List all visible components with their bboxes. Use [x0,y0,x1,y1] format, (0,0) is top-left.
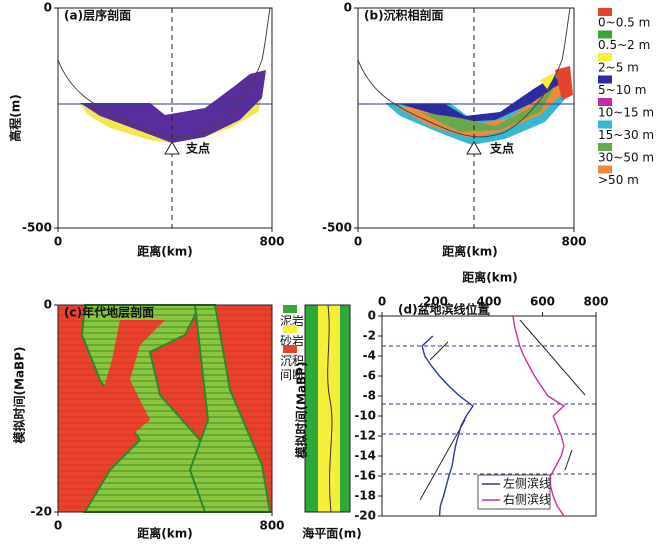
legend-label-box: 泥岩 [280,314,305,328]
legend-swatch [283,305,297,313]
x-tick-label: 0 [378,295,386,309]
y-tick-label: -500 [322,221,352,235]
legend-label: 2~5 m [598,61,639,75]
x-tick-label: 800 [583,295,608,309]
y-axis-label: 模拟时间(MaBP) [294,362,309,459]
legend-label-box: 砂岩 [280,334,305,348]
arrows [419,319,586,501]
annotation: 支点 [185,141,210,156]
y-tick-label: 0 [44,1,52,15]
y-axis-label: 高程(m) [8,94,23,141]
y-axis-label: 模拟时间(MaBP) [12,347,27,444]
legend-label: 砂岩 [280,334,305,348]
shoreline [512,315,566,517]
legend-swatch [598,30,612,39]
plot-frame [304,304,351,513]
legend-swatch [598,120,612,129]
panel-title: (d)盆地滨线位置 [398,302,490,317]
legend-swatch [283,345,297,353]
legend-swatch [598,143,612,151]
x-axis-label: 海平面(m) [302,526,361,541]
x-tick-label: 0 [354,235,362,249]
x-axis-label: 距离(km) [462,270,517,285]
section-b-art [357,7,574,228]
legend-swatch [598,165,612,174]
x-tick-label: 0 [54,235,62,249]
annotation: 支点 [489,141,514,156]
legend-label-box: 沉积间断 [280,354,305,382]
panel-title: (c)年代地层剖面 [64,305,154,320]
y-tick-label: -6 [363,369,376,383]
legend-label: 左侧滨线 [503,476,551,491]
x-tick-label: 800 [259,519,284,533]
section-a-art [57,7,272,228]
y-tick-label: -20 [30,505,52,519]
y-tick-label: -16 [354,469,376,483]
x-tick-label: 0 [54,519,62,533]
y-tick-label: -500 [22,221,52,235]
plot-frame [357,7,575,229]
legend-swatch [598,98,612,106]
panel-title: (b)沉积相剖面 [364,8,444,23]
legend-label: >50 m [598,173,639,187]
x-tick-label: 800 [561,235,586,249]
x-tick-label: 800 [259,235,284,249]
legend-label: 右侧滨线 [503,492,551,507]
x-axis-label: 距离(km) [137,526,192,541]
legend-swatch [598,8,612,16]
legend-label: 10~15 m [598,106,654,120]
x-axis-label: 距离(km) [442,244,497,259]
legend-label: 15~30 m [598,128,654,142]
x-tick-label: 400 [476,295,501,309]
legend-swatch [598,53,612,61]
shoreline [421,335,474,517]
y-tick-label: -20 [354,509,376,523]
legend-swatch [598,75,612,84]
y-tick-label: -12 [354,429,376,443]
legend-label: 0.5~2 m [598,38,650,52]
y-tick-label: -14 [354,449,376,463]
y-tick-label: -2 [363,329,376,343]
panel-title: (a)层序剖面 [64,8,131,23]
y-tick-label: -8 [363,389,376,403]
plot-frame [57,304,273,513]
plot-frame [57,7,273,229]
x-tick-label: 200 [423,295,448,309]
y-tick-label: -4 [363,349,376,363]
legend-box [477,474,551,510]
section-c-art [58,304,350,513]
legend-label: 0~0.5 m [598,16,650,30]
y-tick-label: 0 [344,1,352,15]
legend-label: 沉积间断 [280,354,305,382]
legend-label: 泥岩 [280,314,305,328]
legend-label: 30~50 m [598,151,654,165]
y-tick-label: 0 [44,298,52,312]
y-tick-label: 0 [368,309,376,323]
x-axis-label: 距离(km) [137,244,192,259]
legend-swatch [283,325,297,333]
x-tick-label: 600 [530,295,555,309]
y-tick-label: -10 [354,409,376,423]
y-tick-label: -18 [354,489,376,503]
legend-label: 5~10 m [598,83,646,97]
